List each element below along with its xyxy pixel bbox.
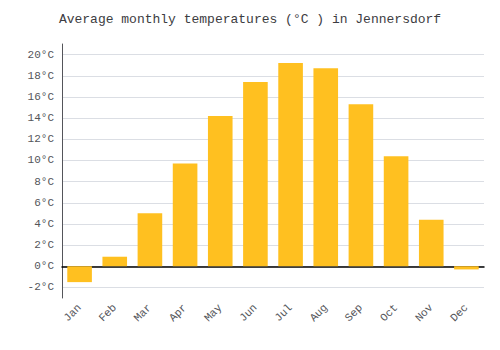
svg-text:0°C: 0°C [34, 260, 54, 272]
svg-text:10°C: 10°C [28, 154, 55, 166]
svg-text:Apr: Apr [167, 302, 189, 324]
svg-text:Aug: Aug [308, 302, 330, 324]
svg-text:18°C: 18°C [28, 70, 55, 82]
svg-text:8°C: 8°C [34, 176, 54, 188]
svg-text:Average monthly temperatures (: Average monthly temperatures (°C ) in Je… [59, 12, 441, 27]
svg-text:Nov: Nov [413, 301, 436, 324]
svg-text:Feb: Feb [97, 302, 119, 324]
svg-text:20°C: 20°C [28, 49, 55, 61]
svg-text:Jan: Jan [61, 302, 83, 324]
svg-text:May: May [202, 301, 225, 324]
svg-text:Jun: Jun [237, 302, 259, 324]
svg-text:Jul: Jul [272, 302, 294, 324]
svg-text:2°C: 2°C [34, 239, 54, 251]
svg-text:Mar: Mar [132, 302, 154, 324]
svg-text:Oct: Oct [378, 302, 400, 324]
svg-text:4°C: 4°C [34, 218, 54, 230]
svg-text:16°C: 16°C [28, 91, 55, 103]
svg-text:14°C: 14°C [28, 112, 55, 124]
svg-text:6°C: 6°C [34, 197, 54, 209]
svg-text:12°C: 12°C [28, 133, 55, 145]
svg-text:Sep: Sep [343, 302, 365, 324]
svg-text:-2°C: -2°C [28, 281, 55, 293]
svg-text:Dec: Dec [448, 302, 470, 324]
